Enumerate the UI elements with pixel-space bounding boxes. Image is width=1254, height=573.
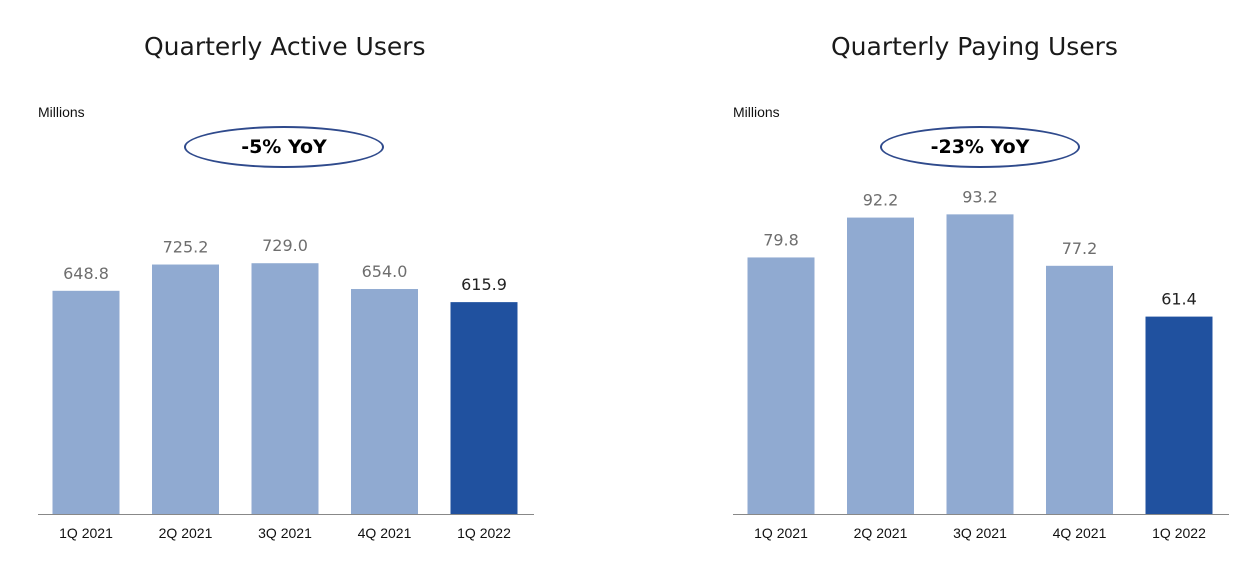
chart-title: Quarterly Paying Users [831,32,1118,61]
bar-1q-2021 [747,257,815,514]
x-tick-label: 2Q 2021 [854,525,908,541]
yoy-callout: -5% YoY [184,126,384,168]
value-label: 615.9 [461,275,507,294]
value-label: 79.8 [763,230,799,249]
value-label: 729.0 [262,236,308,255]
bar-1q-2022 [450,302,518,514]
paying-users-chart: 79.8 1Q 2021 92.2 2Q 2021 93.2 3Q 2021 77.2 4Q … [733,187,1229,541]
x-tick-label: 4Q 2021 [1053,525,1107,541]
x-tick-label: 1Q 2022 [457,525,511,541]
paying-users-panel: Quarterly Paying Users Millions -23% YoY… [695,0,1254,573]
bar-4q-2021 [1046,265,1113,514]
bar-2q-2021 [152,264,219,514]
yoy-callout: -23% YoY [880,126,1080,168]
value-label: 654.0 [362,262,408,281]
x-tick-label: 1Q 2021 [59,525,113,541]
bar-1q-2021 [52,290,120,514]
x-tick-label: 3Q 2021 [258,525,312,541]
value-label: 93.2 [962,187,998,206]
x-tick-label: 4Q 2021 [358,525,412,541]
value-label: 77.2 [1062,239,1098,258]
x-tick-label: 1Q 2021 [754,525,808,541]
active-users-chart: 648.8 1Q 2021 725.2 2Q 2021 729.0 3Q 2021 654.… [38,236,534,541]
bar-3q-2021 [251,263,319,514]
bar-2q-2021 [847,217,914,515]
x-tick-label: 3Q 2021 [953,525,1007,541]
value-label: 61.4 [1161,290,1197,309]
units-label: Millions [38,104,85,120]
chart-title: Quarterly Active Users [144,32,426,61]
bar-4q-2021 [351,289,418,514]
bar-3q-2021 [946,214,1014,515]
value-label: 648.8 [63,264,109,283]
x-tick-label: 1Q 2022 [1152,525,1206,541]
value-label: 725.2 [163,238,209,257]
active-users-panel: Quarterly Active Users Millions -5% YoY … [38,32,534,541]
units-label: Millions [733,104,780,120]
x-tick-label: 2Q 2021 [159,525,213,541]
value-label: 92.2 [863,191,899,210]
bar-1q-2022 [1145,316,1213,514]
